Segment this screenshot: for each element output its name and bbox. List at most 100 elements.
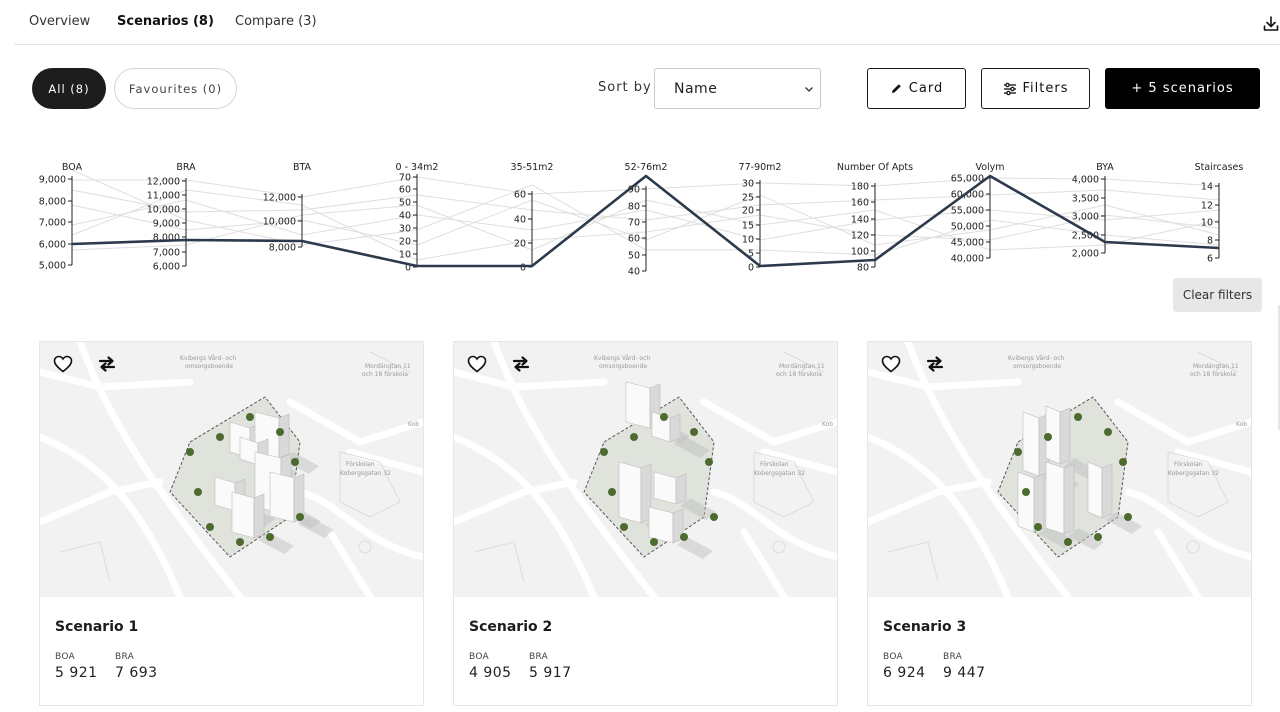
tick-label: 6,000 [153,262,180,273]
svg-text:Kvibergs Vård- och: Kvibergs Vård- och [1008,355,1064,362]
tab-overview[interactable]: Overview [29,14,91,29]
swap-arrows-icon[interactable] [96,353,118,375]
scenario-title: Scenario 3 [883,619,967,635]
axis[interactable]: 77-90m2 30 25 20 15 10 5 0 [739,162,782,274]
filters-label: Filters [1022,81,1069,96]
tick-label: 10 [1201,218,1213,229]
tab-scenarios[interactable]: Scenarios (8) [117,14,214,29]
tick-label: 12,000 [147,177,180,188]
svg-text:och 18 förskola: och 18 förskola [362,371,408,378]
axis[interactable]: Number Of Apts 180 160 140 120 100 80 [837,162,913,274]
tick-label: 160 [851,198,869,209]
tick-label: 80 [857,263,869,274]
tick-label: 20 [742,206,754,217]
axis[interactable]: BYA 4,000 3,500 3,000 2,500 2,000 [1072,162,1114,260]
tick-label: 5 [748,249,754,260]
axis[interactable]: 35-51m2 60 40 20 0 [511,162,554,274]
axis[interactable]: BOA 9,000 8,000 7,000 6,000 5,000 [39,162,83,272]
svg-text:Förskolan: Förskolan [346,461,375,468]
scenario-title: Scenario 1 [55,619,139,635]
sliders-icon [1003,82,1016,95]
parallel-coordinates-chart[interactable]: BOA 9,000 8,000 7,000 6,000 5,000 BRA 12,000 11,… [0,150,1280,275]
scenario-card[interactable]: Kvibergs Vård- och omsorgsboende Mordäng… [867,341,1252,706]
tick-label: 10,000 [263,217,296,228]
tick-label: 45,000 [951,238,984,249]
metric-bra: BRA 7 693 [115,652,158,681]
svg-text:Kobergsgatan 32: Kobergsgatan 32 [754,470,805,477]
tick-label: 60 [399,185,411,196]
tick-label: 7,000 [153,248,180,259]
axis-label: 35-51m2 [511,162,554,173]
tick-label: 9,000 [39,175,66,186]
tick-label: 65,000 [951,174,984,185]
axis[interactable]: BRA 12,000 11,000 10,000 9,000 8,000 7,000 6,00… [147,162,196,273]
chevron-down-icon [805,87,813,92]
metric-label: BRA [529,652,549,662]
svg-text:Mordängtan 11: Mordängtan 11 [779,363,825,370]
axis[interactable]: 52-76m2 90 80 70 60 50 40 [625,162,668,275]
card-view-button[interactable]: Card [867,68,966,109]
site-map: Kvibergs Vård- och omsorgsboende Mordäng… [454,342,837,597]
svg-text:Kob: Kob [1236,421,1247,428]
svg-text:omsorgsboende: omsorgsboende [599,363,647,370]
scenario-card[interactable]: Kvibergs Vård- och omsorgsboende Mordäng… [39,341,424,706]
scenario-map[interactable]: Kvibergs Vård- och omsorgsboende Mordäng… [454,342,837,597]
tab-compare[interactable]: Compare (3) [235,14,317,29]
tick-label: 40 [514,215,526,226]
tick-label: 14 [1201,182,1213,193]
scenario-map[interactable]: Kvibergs Vård- och omsorgsboende Mordäng… [868,342,1251,597]
filters-button[interactable]: Filters [981,68,1090,109]
tick-label: 5,000 [39,261,66,272]
metric-value: 9 447 [943,665,986,681]
tick-label: 90 [628,185,640,196]
tick-label: 6,000 [39,240,66,251]
tick-label: 70 [628,218,640,229]
tick-label: 55,000 [951,206,984,217]
sort-value: Name [674,80,718,97]
tick-label: 2,500 [1072,231,1099,242]
scenario-card[interactable]: Kvibergs Vård- och omsorgsboende Mordäng… [453,341,838,706]
metric-label: BRA [943,652,963,662]
tick-label: 10 [399,250,411,261]
scrollbar-track[interactable] [1278,305,1280,430]
highlighted-scenario-line [71,174,1220,268]
scenario-map[interactable]: Kvibergs Vård- och omsorgsboende Mordäng… [40,342,423,597]
tick-label: 40 [628,267,640,276]
filter-favourites-button[interactable]: Favourites (0) [114,68,237,109]
tick-label: 140 [851,215,869,226]
tick-label: 11,000 [147,191,180,202]
svg-text:omsorgsboende: omsorgsboende [185,363,233,370]
swap-arrows-icon[interactable] [510,353,532,375]
tick-label: 40,000 [951,254,984,265]
tick-label: 6 [1207,254,1213,265]
heart-icon[interactable] [466,353,488,375]
tick-label: 50,000 [951,222,984,233]
clear-filters-button[interactable]: Clear filters [1173,278,1262,312]
download-icon[interactable] [1262,15,1280,33]
axis-label: 0 - 34m2 [396,162,439,173]
svg-text:Kobergsgatan 32: Kobergsgatan 32 [1168,470,1219,477]
add-scenarios-button[interactable]: + 5 scenarios [1105,68,1260,109]
tick-label: 8 [1207,236,1213,247]
metric-boa: BOA 6 924 [883,652,926,681]
axis[interactable]: Staircases 14 12 10 8 6 [1195,162,1244,265]
metric-label: BOA [883,652,903,662]
sort-select[interactable]: Name [654,68,821,109]
tick-label: 9,000 [153,219,180,230]
heart-icon[interactable] [52,353,74,375]
tick-label: 12 [1201,201,1213,212]
tick-label: 60,000 [951,190,984,201]
card-view-label: Card [908,81,944,96]
filter-all-button[interactable]: All (8) [32,68,106,109]
tick-label: 0 [520,263,526,274]
axis[interactable]: BTA 12,000 10,000 8,000 [263,162,312,254]
swap-arrows-icon[interactable] [924,353,946,375]
tick-label: 80 [628,202,640,213]
metric-label: BOA [469,652,489,662]
scenario-title: Scenario 2 [469,619,553,635]
heart-icon[interactable] [880,353,902,375]
axis-label: 77-90m2 [739,162,782,173]
pencil-icon [891,84,901,93]
